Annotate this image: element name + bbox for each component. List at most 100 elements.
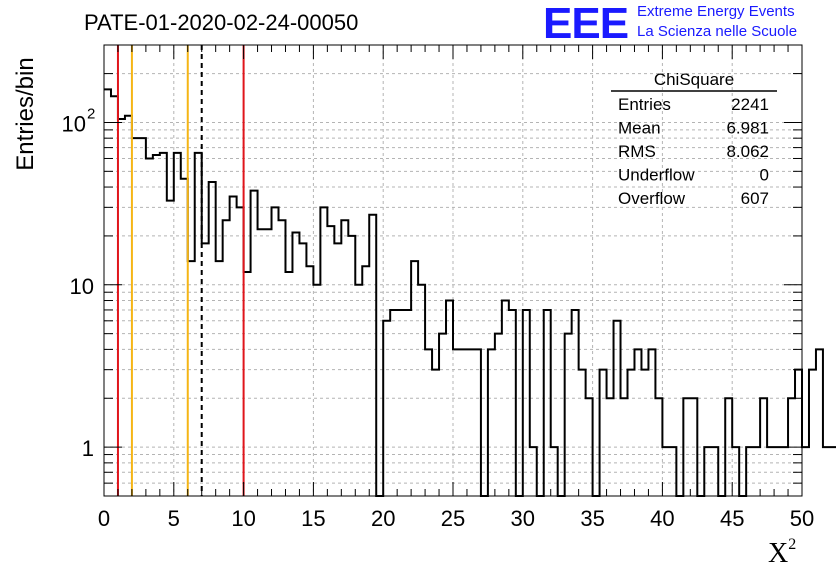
- histogram-bin: [313, 285, 320, 496]
- x-tick-label: 30: [511, 506, 535, 531]
- histogram-bin: [467, 349, 474, 496]
- histogram-bin: [795, 370, 802, 496]
- histogram-bin: [579, 370, 586, 496]
- histogram-bin: [453, 349, 460, 496]
- histogram-bin: [209, 182, 216, 496]
- stats-label: Entries: [618, 95, 671, 114]
- histogram-bin: [634, 349, 641, 496]
- histogram-bin: [369, 215, 376, 496]
- histogram-bin: [823, 447, 830, 496]
- histogram-bin: [174, 153, 181, 496]
- histogram-bin: [118, 119, 125, 496]
- histogram-bin: [167, 201, 174, 496]
- histogram-bin: [111, 96, 118, 496]
- x-tick-label: 20: [371, 506, 395, 531]
- histogram-bin: [418, 285, 425, 496]
- histogram-bin: [628, 370, 635, 496]
- histogram-bin: [495, 334, 502, 496]
- y-tick-label: 10: [62, 111, 86, 136]
- histogram-bin: [348, 236, 355, 496]
- histogram: [104, 88, 836, 497]
- stats-label: RMS: [618, 142, 656, 161]
- histogram-bin: [237, 207, 244, 496]
- histogram-bin: [411, 261, 418, 496]
- histogram-bin: [572, 310, 579, 496]
- histogram-bin: [320, 207, 327, 496]
- stats-title: ChiSquare: [654, 70, 734, 89]
- histogram-bin: [258, 229, 265, 496]
- x-axis-label-base: X: [768, 538, 789, 569]
- stats-value: 0: [760, 166, 769, 185]
- histogram-bin: [153, 155, 160, 496]
- eee-logo: EEE: [543, 0, 629, 48]
- logo-line1: Extreme Energy Events: [637, 3, 795, 20]
- stats-value: 2241: [731, 95, 769, 114]
- x-tick-label: 50: [790, 506, 814, 531]
- histogram-bin: [327, 226, 334, 496]
- histogram-bin: [509, 310, 516, 496]
- histogram-bin: [439, 334, 446, 496]
- y-tick-exponent: 2: [87, 105, 95, 122]
- histogram-bin: [181, 179, 188, 496]
- histogram-bin: [125, 116, 132, 496]
- y-tick-label: 1: [82, 436, 94, 461]
- histogram-bin: [830, 447, 836, 496]
- x-tick-label: 45: [720, 506, 744, 531]
- histogram-bin: [139, 138, 146, 496]
- histogram-bin: [648, 349, 655, 496]
- histogram-bin: [404, 310, 411, 496]
- histogram-bin: [425, 349, 432, 496]
- histogram-outline: [104, 88, 836, 497]
- histogram-bin: [544, 310, 551, 496]
- logo-line2: La Scienza nelle Scuole: [637, 23, 798, 40]
- histogram-bin: [292, 232, 299, 496]
- histogram-bin: [600, 370, 607, 496]
- marker-lines: [116, 45, 245, 496]
- x-tick-label: 0: [98, 506, 110, 531]
- histogram-bin: [160, 153, 167, 496]
- grid: [104, 45, 802, 496]
- histogram-bin: [265, 229, 272, 496]
- chart-title: PATE-01-2020-02-24-00050: [84, 10, 359, 35]
- x-axis-label-sup: 2: [788, 536, 797, 553]
- y-tick-label: 10: [70, 274, 94, 299]
- x-tick-label: 35: [580, 506, 604, 531]
- stats-value: 8.062: [726, 142, 769, 161]
- x-tick-label: 25: [441, 506, 465, 531]
- histogram-bin: [809, 370, 816, 496]
- histogram-bin: [251, 191, 258, 496]
- x-tick-label: 15: [301, 506, 325, 531]
- histogram-bin: [432, 370, 439, 496]
- histogram-bin: [230, 196, 237, 496]
- histogram-bin: [397, 310, 404, 496]
- histogram-bin: [355, 285, 362, 496]
- x-tick-label: 5: [168, 506, 180, 531]
- stats-box: ChiSquare Entries 2241 Mean 6.981 RMS 8.062 Und…: [611, 70, 777, 208]
- histogram-bin: [641, 370, 648, 496]
- histogram-bin: [383, 321, 390, 496]
- histogram-bin: [188, 261, 195, 496]
- histogram-bin: [216, 261, 223, 496]
- x-tick-label: 40: [650, 506, 674, 531]
- histogram-bin: [460, 349, 467, 496]
- stats-label: Underflow: [618, 166, 695, 185]
- histogram-bin: [614, 321, 621, 496]
- histogram-bin: [390, 310, 397, 496]
- histogram-bin: [132, 138, 139, 496]
- stats-label: Mean: [618, 119, 661, 138]
- histogram-bin: [195, 153, 202, 496]
- stats-value: 6.981: [726, 119, 769, 138]
- stats-value: 607: [741, 189, 769, 208]
- histogram-bin: [146, 158, 153, 496]
- histogram-bin: [802, 447, 809, 496]
- histogram-bin: [565, 334, 572, 496]
- histogram-bin: [488, 349, 495, 496]
- histogram-bin: [523, 310, 530, 496]
- x-axis-label: X2: [768, 536, 797, 570]
- stats-label: Overflow: [618, 189, 686, 208]
- x-tick-label: 10: [231, 506, 255, 531]
- histogram-bin: [474, 349, 481, 496]
- histogram-bin: [816, 349, 823, 496]
